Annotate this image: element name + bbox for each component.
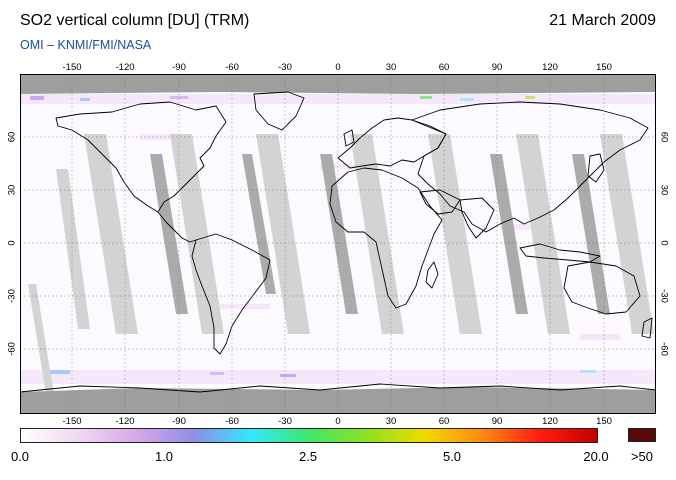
lat-tick-left: 60 [6, 131, 18, 143]
colorbar-gradient [20, 428, 598, 443]
india [459, 197, 495, 239]
title: SO2 vertical column [DU] (TRM) [20, 12, 250, 29]
colorbar-over-box [628, 428, 656, 442]
colorbar-over-label: >50 [630, 449, 654, 464]
new-zealand [641, 317, 653, 339]
central-america [157, 211, 197, 243]
lat-tick-right: -60 [658, 342, 670, 356]
lon-tick-top: -90 [172, 62, 186, 73]
africa [329, 167, 443, 309]
graticule [20, 74, 656, 414]
lon-tick-top: 150 [596, 62, 612, 73]
colorbar-label: 5.0 [442, 449, 462, 464]
greenland [253, 91, 305, 131]
lat-tick-left: 30 [6, 184, 18, 196]
lon-tick-top: -30 [278, 62, 292, 73]
lon-tick-top: 120 [542, 62, 558, 73]
antarctica-coast [20, 383, 656, 393]
lon-tick-top: 60 [438, 62, 450, 73]
british-isles [343, 129, 355, 147]
lon-tick-top: -150 [62, 62, 82, 73]
lon-tick-top: 90 [491, 62, 503, 73]
madagascar [425, 261, 439, 289]
colorbar-label: 1.0 [154, 449, 174, 464]
colorbar-label: 20.0 [583, 449, 609, 464]
so2-high-latitude-noise [30, 96, 596, 377]
lon-tick-top: 0 [335, 62, 341, 73]
lat-tick-left: 0 [6, 240, 18, 246]
lat-tick-right: 0 [658, 240, 670, 246]
colorbar-label: 0.0 [10, 449, 30, 464]
world-map [20, 74, 656, 414]
subtitle: OMI – KNMI/FMI/NASA [20, 38, 152, 52]
lon-tick-bottom: -150 [62, 416, 82, 427]
asia [411, 101, 649, 233]
lon-tick-bottom: 30 [385, 416, 397, 427]
japan [587, 153, 605, 183]
lon-tick-bottom: 60 [438, 416, 450, 427]
lon-tick-top: -60 [225, 62, 239, 73]
lon-tick-bottom: 150 [596, 416, 612, 427]
lon-tick-bottom: 120 [542, 416, 558, 427]
date: 21 March 2009 [549, 12, 656, 29]
lat-tick-right: 30 [658, 184, 670, 196]
lon-tick-bottom: 0 [335, 416, 341, 427]
lon-tick-bottom: -30 [278, 416, 292, 427]
no-data-orbit-gaps [28, 134, 654, 394]
lat-tick-left: -60 [6, 342, 18, 356]
lon-tick-bottom: 90 [491, 416, 503, 427]
lon-tick-bottom: -60 [225, 416, 239, 427]
colorbar-label: 2.5 [298, 449, 318, 464]
lon-tick-top: -120 [115, 62, 135, 73]
colorbar [20, 428, 598, 443]
australia [563, 261, 641, 315]
south-america [191, 233, 271, 355]
lon-tick-top: 30 [385, 62, 397, 73]
lat-tick-right: -30 [658, 289, 670, 303]
map-frame [20, 74, 656, 414]
north-america [55, 101, 227, 213]
lon-tick-bottom: -90 [172, 416, 186, 427]
no-data-orbit-gaps-dark [150, 154, 610, 314]
coastlines [20, 91, 656, 393]
lat-tick-right: 60 [658, 131, 670, 143]
lat-tick-left: -30 [6, 289, 18, 303]
lon-tick-bottom: -120 [115, 416, 135, 427]
